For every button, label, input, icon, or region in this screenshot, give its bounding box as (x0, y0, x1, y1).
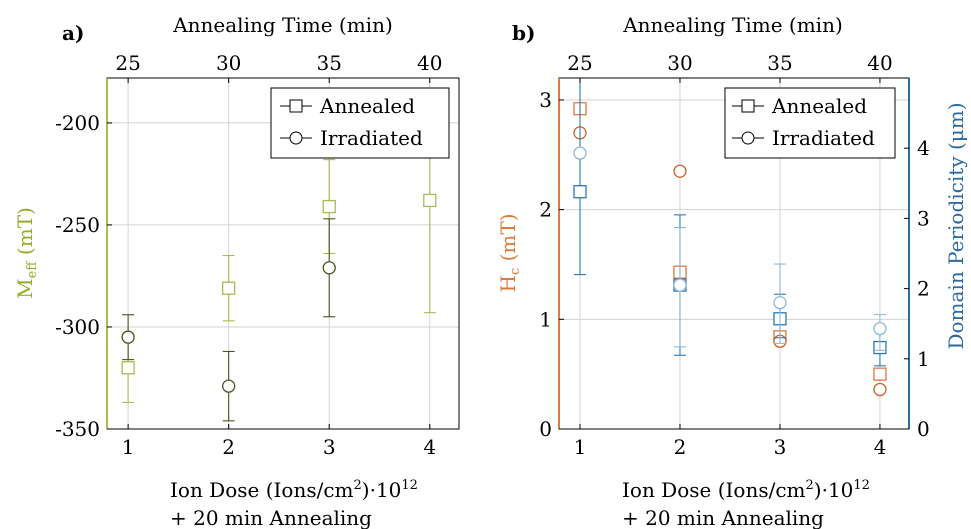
top-tick-label: 30 (216, 51, 241, 75)
panel-a-label: a) (62, 21, 84, 45)
top-tick-label: 25 (115, 51, 140, 75)
data-point-square (573, 185, 587, 199)
y-tick-label: 3 (539, 88, 552, 112)
panel-a-ticks: 1 25 2 30 3 35 4 40 -350 -300 -250 -200 (55, 51, 442, 459)
data-point-circle (121, 330, 135, 344)
data-point-circle (673, 164, 687, 178)
y2-tick-label: 0 (917, 417, 930, 441)
y2-tick-label: 4 (917, 136, 930, 160)
data-point-circle (322, 261, 336, 275)
y-tick-label: -200 (55, 111, 100, 135)
panel-a: a) Annealing Time (min) 1 25 2 30 3 35 4 40 -350… (13, 13, 460, 529)
data-point-square (222, 281, 236, 295)
legend-irradiated-circle-icon (741, 131, 755, 145)
panel-a-legend: Annealed Irradiated (270, 87, 450, 159)
panel-b-top-axis-label: Annealing Time (min) (622, 13, 843, 37)
y-tick-label: -350 (55, 417, 100, 441)
y2-tick-label: 2 (917, 277, 930, 301)
top-tick-label: 25 (567, 51, 592, 75)
panel-b-y2-axis-label: Domain Periodicity (μm) (944, 102, 968, 349)
y-tick-label: 0 (539, 417, 552, 441)
y2-tick-label: 3 (917, 206, 930, 230)
y-tick-label: 1 (539, 307, 552, 331)
x-tick-label: 1 (122, 435, 135, 459)
panel-b: b) Annealing Time (min) 1252303354400123… (496, 13, 968, 529)
data-point-square (873, 367, 887, 381)
x-tick-label: 4 (874, 435, 887, 459)
legend-annealed-square-icon (741, 99, 755, 113)
data-point-circle (222, 379, 236, 393)
panel-b-x-axis-label-line2: + 20 min Annealing (622, 506, 824, 529)
data-point-circle (773, 295, 787, 310)
legend-annealed-label: Annealed (771, 94, 867, 118)
panel-a-x-axis-label: Ion Dose (Ions/cm2)·1012 (170, 478, 418, 502)
x-tick-label: 2 (674, 435, 687, 459)
data-point-circle (573, 146, 587, 160)
data-point-square (423, 193, 437, 208)
y2-tick-label: 1 (917, 347, 930, 371)
top-tick-label: 40 (867, 51, 892, 75)
x-tick-label: 4 (423, 435, 436, 459)
panel-b-marks (573, 78, 887, 397)
panel-b-legend: Annealed Irradiated (724, 87, 896, 159)
x-tick-label: 3 (774, 435, 787, 459)
data-point-circle (873, 321, 887, 336)
legend-irradiated-circle-icon (289, 131, 303, 145)
top-tick-label: 30 (667, 51, 692, 75)
top-tick-label: 35 (317, 51, 342, 75)
top-tick-label: 35 (767, 51, 792, 75)
data-point-circle (673, 278, 687, 292)
panel-b-y-axis-label: Hc (mT) (496, 213, 523, 292)
data-point-square (322, 199, 336, 214)
data-point-circle (873, 382, 887, 397)
x-tick-label: 3 (323, 435, 336, 459)
x-tick-label: 1 (574, 435, 587, 459)
top-tick-label: 40 (417, 51, 442, 75)
legend-irradiated-label: Irradiated (772, 126, 875, 150)
x-tick-label: 2 (222, 435, 235, 459)
legend-annealed-label: Annealed (319, 94, 415, 118)
legend-annealed-square-icon (289, 99, 303, 113)
panel-a-y-axis-label: Meff (mT) (13, 207, 40, 299)
panel-a-top-axis-label: Annealing Time (min) (172, 13, 393, 37)
panel-a-marks (121, 87, 437, 422)
y-tick-label: 2 (539, 198, 552, 222)
panel-a-x-axis-label-line2: + 20 min Annealing (170, 506, 372, 529)
y-tick-label: -300 (55, 315, 100, 339)
panel-b-label: b) (512, 21, 535, 45)
legend-irradiated-label: Irradiated (320, 126, 423, 150)
panel-b-x-axis-label: Ion Dose (Ions/cm2)·1012 (622, 478, 870, 502)
data-point-square (121, 361, 135, 375)
y-tick-label: -250 (55, 213, 100, 237)
